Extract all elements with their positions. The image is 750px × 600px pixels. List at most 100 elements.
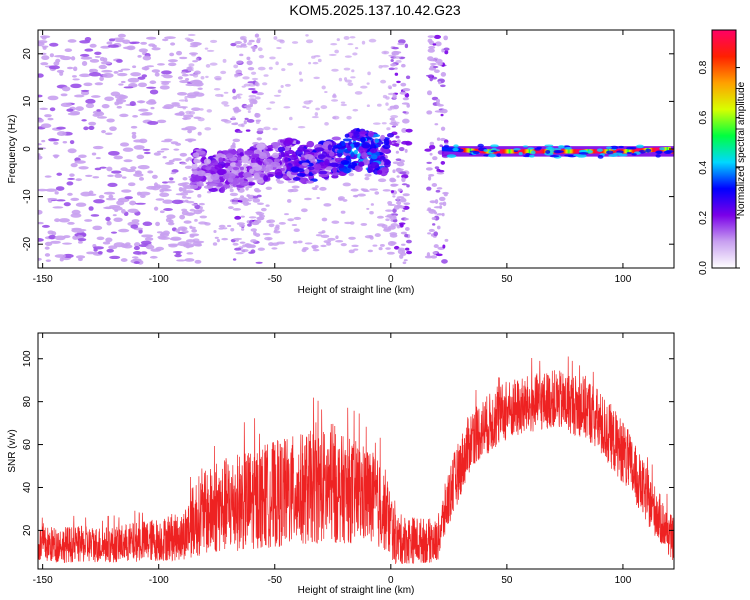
heatmap-cell <box>176 91 188 96</box>
heatmap-cell <box>99 56 105 62</box>
heatmap-cell <box>291 41 299 44</box>
heatmap-cell <box>334 49 339 54</box>
heatmap-cell <box>312 248 320 252</box>
heatmap-cell <box>223 91 229 94</box>
heatmap-cell <box>73 94 85 98</box>
heatmap-cell <box>257 47 263 52</box>
heatmap-cell <box>401 177 406 183</box>
heatmap-cell <box>404 43 409 49</box>
heatmap-cell <box>133 245 140 251</box>
heatmap-cell <box>534 147 541 151</box>
heatmap-cell <box>144 237 154 241</box>
heatmap-cell <box>236 44 241 48</box>
heatmap-cell <box>302 105 307 109</box>
heatmap-cell <box>119 113 129 118</box>
heatmap-cell <box>141 234 154 238</box>
heatmap-cell <box>81 61 88 67</box>
heatmap-cell <box>244 199 253 202</box>
heatmap-cell <box>399 223 404 228</box>
heatmap-cell <box>232 208 242 211</box>
heatmap-cell <box>440 113 444 117</box>
colorbar-scale <box>711 29 737 269</box>
heatmap-cell <box>89 58 100 63</box>
heatmap-cell <box>238 224 246 228</box>
heatmap-cell <box>51 138 60 142</box>
heatmap-cell <box>44 241 53 246</box>
heatmap-cell <box>56 199 66 202</box>
heatmap-cell <box>255 96 261 100</box>
heatmap-cell <box>655 154 661 158</box>
heatmap-cell <box>305 34 309 37</box>
heatmap-cell <box>243 38 247 44</box>
heatmap-cell <box>229 192 239 197</box>
heatmap-cell <box>122 39 131 44</box>
heatmap-cell <box>256 37 261 41</box>
heatmap-cell <box>121 189 132 193</box>
heatmap-cell <box>441 108 448 114</box>
heatmap-cell <box>606 150 614 155</box>
heatmap-cell <box>89 68 94 73</box>
heatmap-cell <box>372 122 381 125</box>
heatmap-cell <box>38 188 48 192</box>
heatmap-cell <box>469 148 472 153</box>
heatmap-cell <box>386 127 391 131</box>
heatmap-cell <box>426 208 435 212</box>
heatmap-cell <box>92 145 104 150</box>
heatmap-cell <box>257 160 263 166</box>
heatmap-cell <box>282 175 288 180</box>
heatmap-cell <box>166 214 176 219</box>
heatmap-cell <box>150 106 155 110</box>
heatmap-cell <box>539 149 541 154</box>
heatmap-cell <box>263 158 274 166</box>
heatmap-cell <box>120 258 128 262</box>
heatmap-cell <box>248 94 257 98</box>
heatmap-cell <box>321 217 328 222</box>
heatmap-cell <box>400 82 407 87</box>
heatmap-cell <box>141 66 150 71</box>
heatmap-cell <box>163 208 173 211</box>
heatmap-cell <box>232 107 240 111</box>
heatmap-cell <box>287 180 296 184</box>
heatmap-cell <box>197 117 205 122</box>
heatmap-cell <box>128 182 136 187</box>
heatmap-cell <box>389 117 396 121</box>
x-tick-label: 0 <box>388 575 394 586</box>
heatmap-cell <box>428 173 435 177</box>
heatmap-cell <box>185 158 190 162</box>
heatmap-cell <box>342 168 351 174</box>
heatmap-cell <box>522 145 529 148</box>
heatmap-cell <box>596 149 598 154</box>
heatmap-cell <box>94 51 102 55</box>
y-tick-label: 60 <box>22 439 33 451</box>
heatmap-cell <box>499 149 502 154</box>
heatmap-cell <box>281 68 286 72</box>
heatmap-cell <box>108 150 120 156</box>
heatmap-cell <box>107 182 118 188</box>
heatmap-cell <box>45 188 58 192</box>
heatmap-cell <box>206 49 215 52</box>
heatmap-cell <box>436 187 443 190</box>
heatmap-cell <box>323 203 332 207</box>
heatmap-cell <box>245 107 252 111</box>
heatmap-cell <box>284 83 291 87</box>
heatmap-cell <box>164 138 173 142</box>
heatmap-cell <box>138 176 145 181</box>
heatmap-cell <box>215 153 225 159</box>
heatmap-cell <box>401 174 409 179</box>
heatmap-cell <box>443 35 448 41</box>
heatmap-cell <box>361 141 371 149</box>
heatmap-cell <box>396 201 402 205</box>
heatmap-cell <box>54 191 59 195</box>
heatmap-cell <box>197 42 202 45</box>
heatmap-cell <box>67 148 77 154</box>
heatmap-cell <box>376 141 384 145</box>
heatmap-cell <box>119 142 130 147</box>
heatmap-cell <box>157 235 167 240</box>
heatmap-cell <box>154 72 160 77</box>
heatmap-cell <box>316 196 320 200</box>
heatmap-cell <box>54 54 66 58</box>
heatmap-cell <box>327 237 336 241</box>
heatmap-cell <box>353 194 358 198</box>
heatmap-cell <box>397 188 403 192</box>
